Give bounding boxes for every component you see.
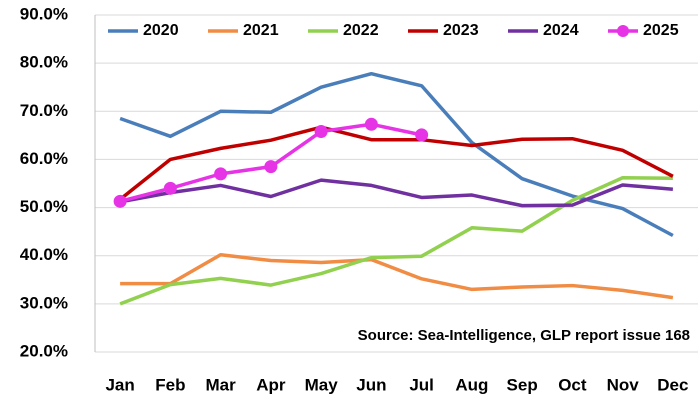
series-line — [119, 125, 674, 201]
x-tick-label: Dec — [657, 375, 688, 394]
x-tick-label: Aug — [455, 375, 488, 394]
data-point — [214, 167, 228, 181]
x-tick-label: Sep — [507, 375, 538, 394]
legend-marker — [617, 25, 629, 37]
x-tick-label: Apr — [256, 375, 286, 394]
legend-label: 2023 — [443, 22, 479, 39]
y-tick-label: 50.0% — [20, 197, 68, 216]
series-line — [119, 178, 674, 208]
legend-label: 2024 — [543, 22, 579, 39]
data-point — [364, 117, 378, 131]
y-tick-label: 60.0% — [20, 149, 68, 168]
legend-label: 2022 — [343, 22, 379, 39]
series-line — [119, 175, 673, 306]
x-tick-label: Oct — [558, 375, 587, 394]
x-tick-label: Mar — [206, 375, 237, 394]
series-line — [120, 253, 674, 300]
data-point — [314, 125, 328, 139]
data-point — [415, 128, 429, 142]
legend-bg — [100, 18, 690, 44]
annotation: Source: Sea-Intelligence, GLP report iss… — [358, 327, 690, 344]
y-tick-label: 40.0% — [20, 245, 68, 264]
x-tick-label: May — [305, 375, 339, 394]
legend-label: 2020 — [143, 22, 179, 39]
legend-label: 2021 — [243, 22, 279, 39]
data-point — [163, 181, 177, 195]
y-tick-label: 80.0% — [20, 53, 68, 72]
x-tick-label: Jul — [409, 375, 434, 394]
legend-label: 2025 — [643, 22, 679, 39]
y-tick-label: 90.0% — [20, 4, 68, 23]
y-tick-label: 30.0% — [20, 293, 68, 312]
x-tick-label: Nov — [607, 375, 640, 394]
annotation-bg — [250, 324, 696, 348]
x-tick-label: Feb — [155, 375, 185, 394]
y-tick-label: 20.0% — [20, 341, 68, 360]
data-point — [264, 160, 278, 174]
x-tick-label: Jan — [105, 375, 134, 394]
series-line — [119, 71, 674, 238]
x-tick-label: Jun — [356, 375, 386, 394]
data-point — [113, 194, 127, 208]
y-tick-label: 70.0% — [20, 101, 68, 120]
